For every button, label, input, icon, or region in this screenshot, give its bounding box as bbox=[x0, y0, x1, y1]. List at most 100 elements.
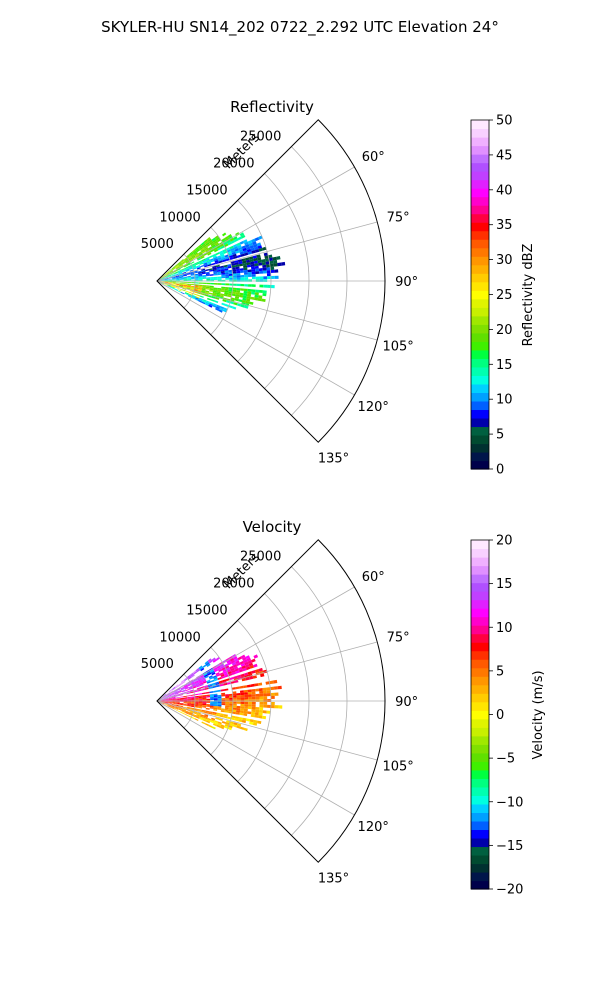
echo-cell bbox=[172, 698, 176, 700]
r-tick-label: 10000 bbox=[159, 630, 200, 645]
echo-cell bbox=[201, 268, 206, 271]
echo-cell bbox=[163, 275, 168, 278]
echo-cell bbox=[251, 289, 256, 293]
echo-cell bbox=[194, 253, 199, 257]
echo-cell bbox=[176, 687, 181, 691]
echo-cell bbox=[201, 678, 206, 682]
echo-cell bbox=[219, 715, 224, 718]
echo-cell bbox=[175, 694, 179, 696]
echo-cell bbox=[220, 254, 225, 257]
echo-cell bbox=[224, 290, 229, 293]
echo-cell bbox=[206, 237, 211, 241]
echo-cell bbox=[171, 285, 176, 287]
echo-cell bbox=[179, 281, 184, 283]
echo-cell bbox=[215, 684, 220, 688]
echo-cell bbox=[188, 293, 193, 296]
echo-cell bbox=[191, 698, 195, 700]
echo-cell bbox=[266, 693, 271, 697]
echo-cell bbox=[189, 290, 194, 293]
echo-cell bbox=[241, 299, 246, 304]
echo-cell bbox=[177, 290, 182, 293]
echo-cell bbox=[251, 269, 256, 272]
echo-cell bbox=[237, 244, 242, 249]
echo-cell bbox=[199, 246, 204, 251]
echo-cell bbox=[173, 690, 178, 693]
echo-cell bbox=[187, 675, 191, 679]
echo-cell bbox=[240, 708, 245, 711]
echo-cell bbox=[172, 282, 176, 284]
echo-cell bbox=[239, 232, 245, 237]
echo-cell bbox=[163, 694, 167, 697]
echo-cell bbox=[171, 266, 175, 270]
echo-cell bbox=[187, 276, 191, 279]
echo-cell bbox=[206, 261, 211, 264]
echo-cell bbox=[207, 238, 212, 243]
echo-cell bbox=[213, 240, 218, 245]
echo-cell bbox=[208, 712, 213, 715]
echo-cell bbox=[204, 685, 209, 688]
echo-cell bbox=[198, 245, 203, 249]
echo-cell bbox=[196, 669, 201, 673]
echo-cell bbox=[185, 711, 190, 714]
echo-cell bbox=[274, 269, 279, 273]
echo-cell bbox=[225, 678, 231, 682]
echo-cell bbox=[196, 714, 201, 717]
echo-cell bbox=[225, 256, 230, 260]
echo-cell bbox=[255, 699, 260, 702]
echo-cell bbox=[186, 706, 191, 709]
echo-cell bbox=[198, 702, 203, 704]
colorbar-segment bbox=[471, 667, 489, 677]
echo-cell bbox=[195, 279, 199, 281]
echo-cell bbox=[257, 297, 262, 302]
echo-cell bbox=[240, 703, 245, 707]
echo-cell bbox=[233, 302, 238, 306]
echo-cell bbox=[202, 286, 207, 288]
echo-cell bbox=[194, 288, 198, 290]
echo-cell bbox=[172, 282, 176, 284]
echo-cell bbox=[184, 258, 189, 262]
echo-cell bbox=[209, 287, 214, 289]
echo-cell bbox=[231, 251, 236, 255]
colorbar-segment bbox=[471, 582, 489, 592]
echo-cell bbox=[216, 724, 221, 728]
echo-cell bbox=[170, 273, 175, 275]
echo-cell bbox=[215, 306, 220, 310]
echo-cell bbox=[177, 268, 181, 271]
echo-cell bbox=[214, 248, 219, 253]
colorbar-segment bbox=[471, 171, 489, 181]
echo-cell bbox=[223, 264, 228, 268]
echo-cell bbox=[234, 716, 240, 720]
echo-cell bbox=[244, 277, 249, 280]
colorbar-tick-label: 5 bbox=[496, 428, 504, 443]
echo-cell bbox=[220, 270, 225, 274]
echo-cell bbox=[232, 711, 236, 715]
colorbar-tick-label: 20 bbox=[496, 534, 513, 549]
echo-cell bbox=[164, 277, 168, 279]
echo-cell bbox=[193, 711, 198, 714]
echo-cell bbox=[212, 253, 217, 257]
echo-cell bbox=[236, 242, 241, 247]
echo-cell bbox=[210, 679, 215, 683]
echo-cell bbox=[236, 303, 242, 307]
echo-cell bbox=[200, 714, 205, 717]
echo-cell bbox=[247, 711, 252, 715]
echo-cell bbox=[243, 239, 248, 244]
echo-cell bbox=[185, 268, 189, 271]
echo-cell bbox=[194, 271, 198, 274]
colorbar-segment bbox=[471, 434, 489, 445]
echo-cell bbox=[263, 704, 268, 708]
echo-cell bbox=[249, 256, 254, 260]
echo-cell bbox=[181, 689, 186, 692]
echo-cell bbox=[174, 693, 179, 695]
echo-cell bbox=[213, 287, 218, 290]
echo-cell bbox=[243, 708, 248, 712]
echo-cell bbox=[232, 253, 237, 257]
echo-cell bbox=[199, 297, 203, 301]
echo-cell bbox=[249, 301, 254, 305]
echo-cell bbox=[220, 267, 225, 270]
echo-cell bbox=[215, 717, 220, 720]
echo-cell bbox=[223, 715, 228, 719]
echo-cell bbox=[193, 709, 198, 712]
r-tick-label: 25000 bbox=[240, 550, 281, 565]
